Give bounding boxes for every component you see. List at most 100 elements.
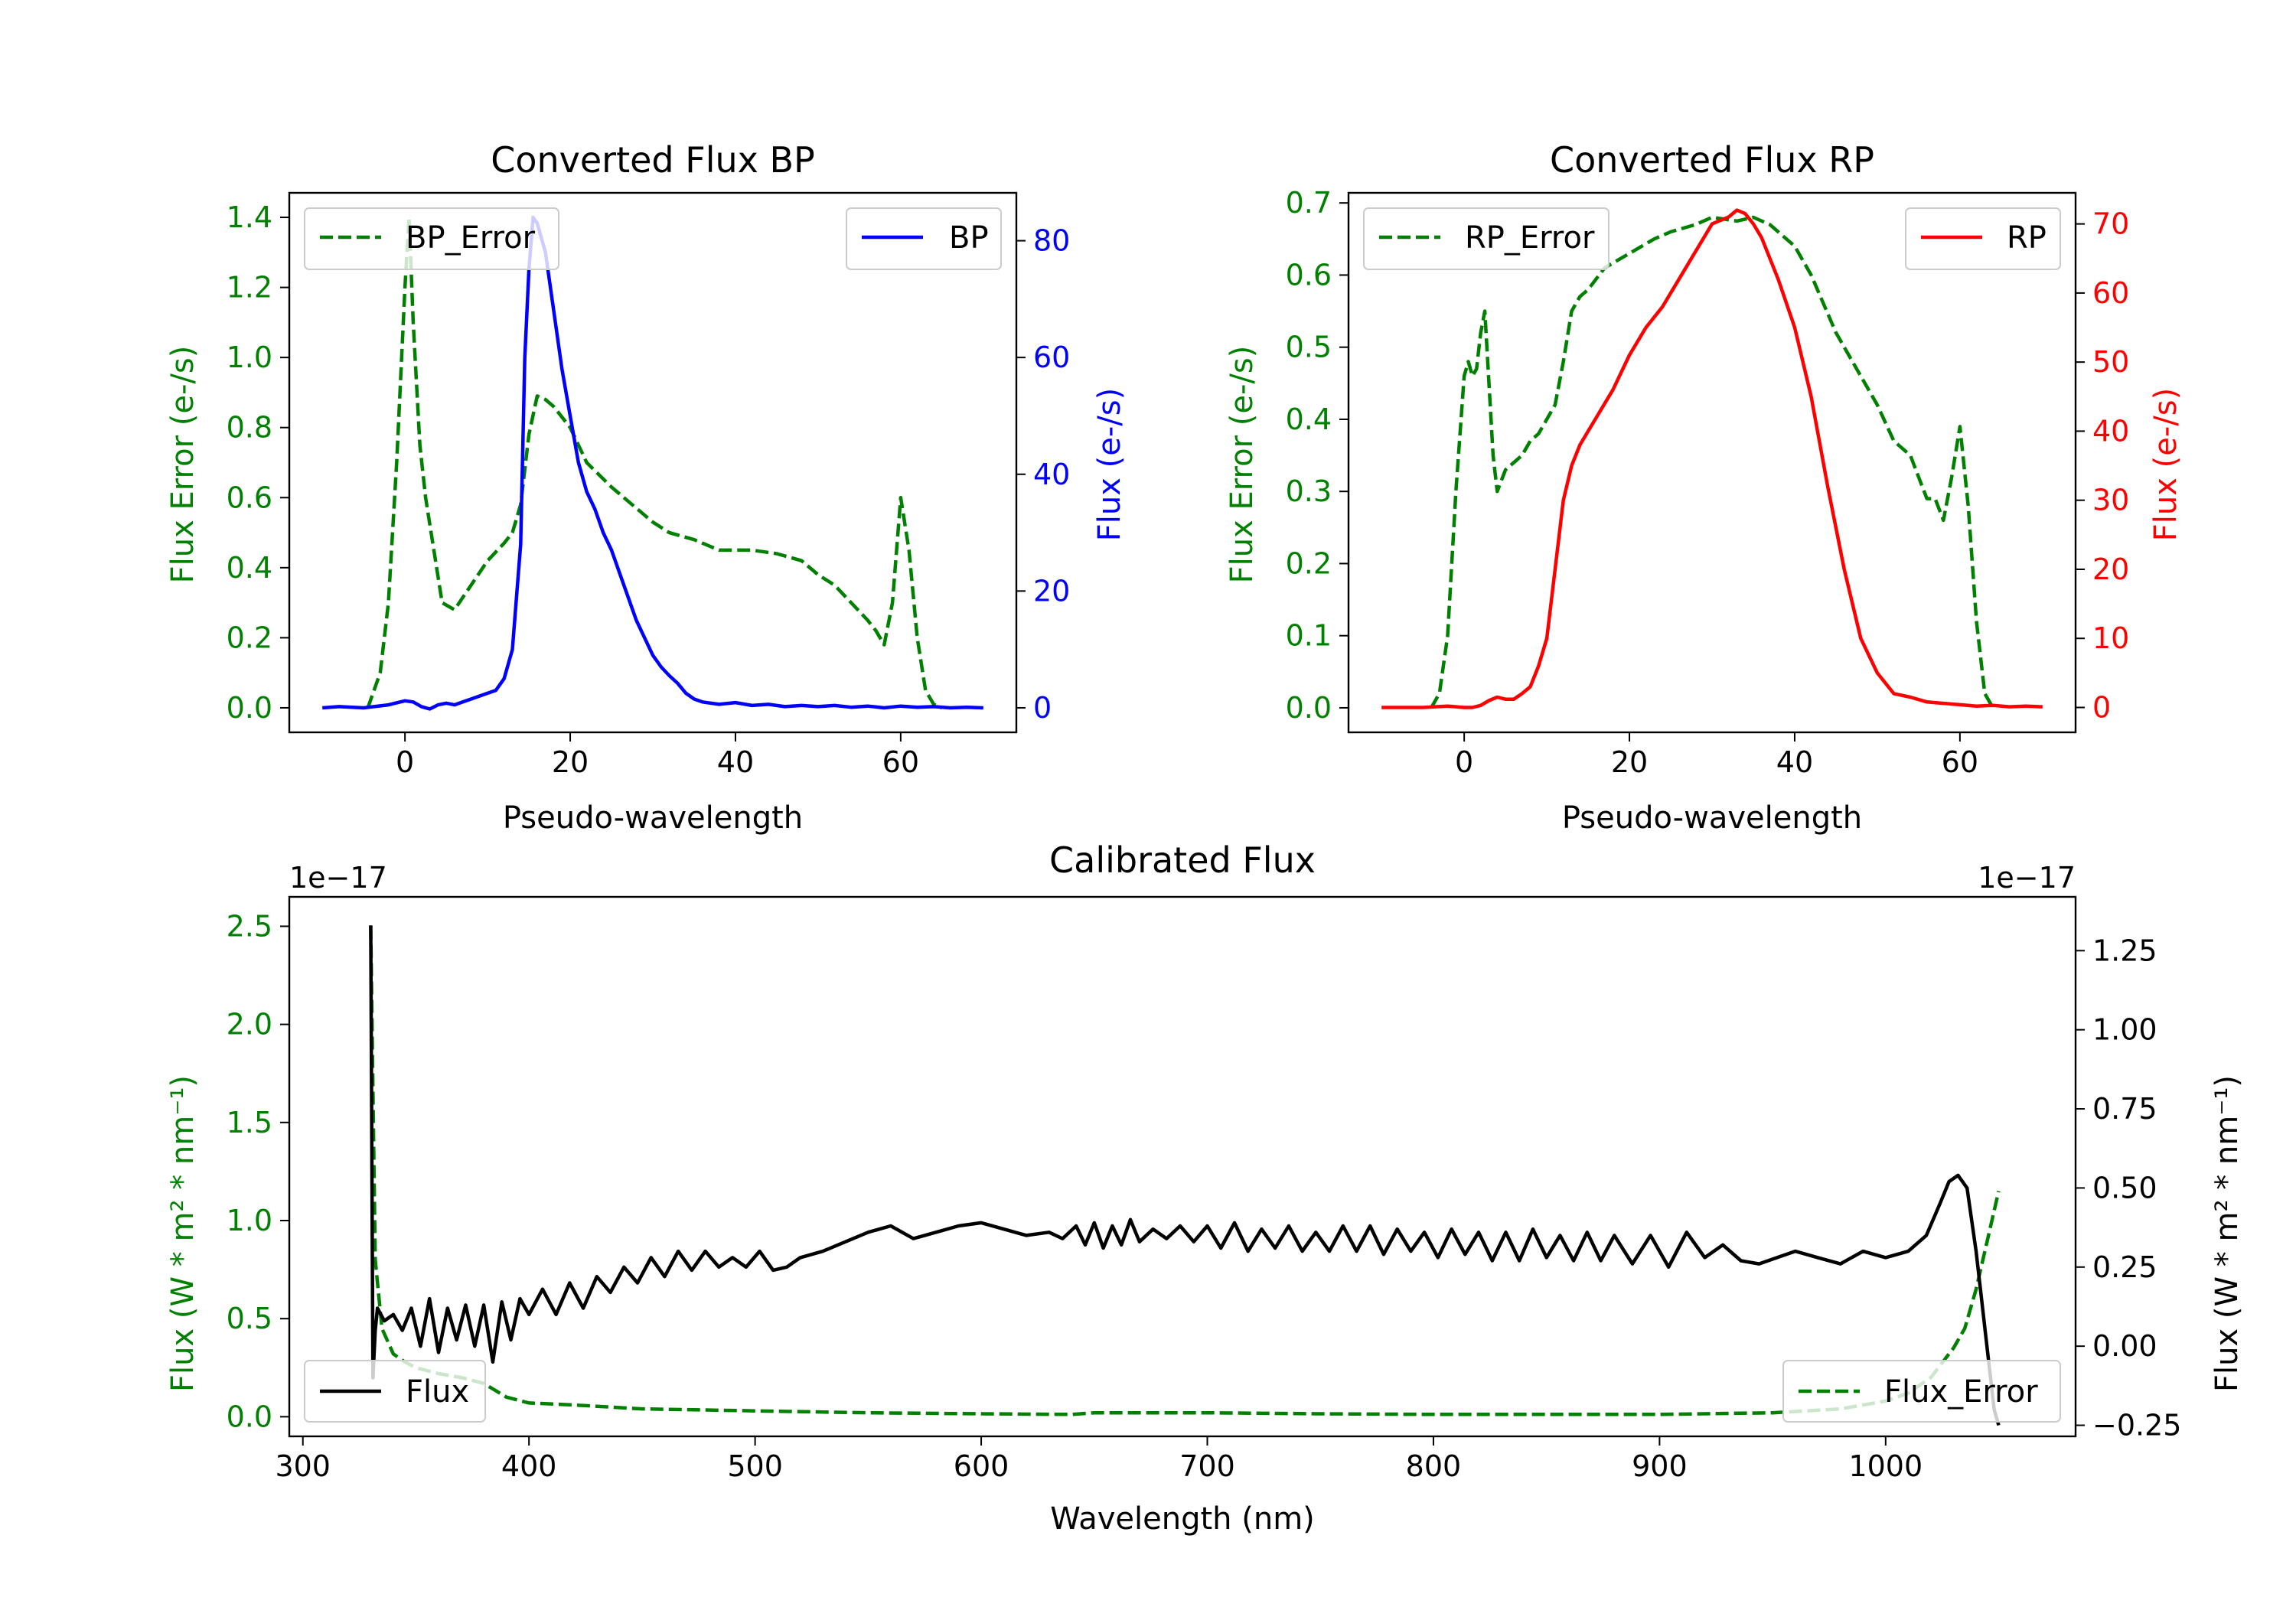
bp-series-bp-error [366,215,943,710]
cal-ytick-right-label: 0.25 [2092,1250,2157,1284]
cal-x-axis-label: Wavelength (nm) [1050,1501,1315,1537]
rp-xtick-label: 40 [1776,745,1813,779]
cal-legend-error: Flux_Error [1782,1360,2061,1423]
cal-left-offset-text: 1e−17 [289,861,387,895]
bp-ytick-right-label: 60 [1033,341,1070,374]
cal-left-axis-label: Flux (W * m² * nm⁻¹) [165,1075,201,1392]
rp-left-axis-label: Flux Error (e-/s) [1225,346,1260,584]
rp-ytick-right-label: 0 [2092,691,2111,725]
bp-ytick-right-label: 40 [1033,458,1070,491]
bp-legend-flux: BP [846,207,1002,270]
cal-xtick-label: 600 [954,1449,1009,1483]
cal-xtick-label: 500 [727,1449,783,1483]
rp-series-rp [1381,208,2043,709]
bp-axes-frame [288,191,1018,734]
rp-xtick-label: 0 [1455,745,1473,779]
bp-legend-error-label: BP_Error [406,220,536,256]
bp-legend-flux-label: BP [949,220,989,256]
rp-ytick-right-label: 50 [2092,345,2129,379]
rp-ytick-left-label: 0.3 [1286,474,1332,508]
rp-ytick-left-label: 0.6 [1286,258,1332,292]
rp-legend-error: RP_Error [1363,207,1609,270]
cal-right-offset-text: 1e−17 [1978,861,2076,895]
cal-xtick-label: 700 [1179,1449,1235,1483]
bp-x-axis-label: Pseudo-wavelength [503,800,803,836]
rp-ytick-right-label: 20 [2092,553,2129,586]
bp-legend-flux-box [846,207,1002,270]
bp-ytick-left-label: 0.8 [227,411,272,445]
rp-legend-error-box [1363,207,1609,270]
rp-xtick-label: 60 [1942,745,1978,779]
bp-ytick-left-label: 0.0 [227,691,272,725]
bp-ytick-left-label: 0.4 [227,551,272,585]
rp-axes-frame [1347,191,2077,734]
bp-ytick-right-label: 0 [1033,691,1052,725]
panel-rp: Converted Flux RP Pseudo-wavelength Flux… [1225,139,2183,836]
rp-plot-area: 0 20 40 60 0.0 0.1 0.2 0.3 0.4 0.5 0.6 0.7 0 10 20 30 40… [1286,186,2130,779]
rp-xtick-label: 20 [1611,745,1648,779]
rp-ytick-right-label: 70 [2092,207,2129,241]
bp-ytick-left-label: 1.0 [227,341,272,374]
rp-ytick-left-label: 0.7 [1286,186,1332,220]
rp-legend-flux: RP [1905,207,2061,270]
rp-ytick-right-label: 40 [2092,414,2129,448]
cal-right-axis-label: Flux (W * m² * nm⁻¹) [2210,1075,2245,1392]
rp-series-rp-error [1430,215,1994,709]
bp-ytick-left-label: 0.2 [227,621,272,654]
bp-ytick-left-label: 0.6 [227,481,272,514]
bp-ytick-left-label: 1.4 [227,200,272,234]
bp-plot-area: 0 20 40 60 0.0 0.2 0.4 0.6 0.8 1.0 1.2 1.4 0 20 40 60 80 [227,200,1071,779]
bp-legend-error-box [304,207,559,270]
cal-ytick-left-label: 0.5 [227,1302,272,1335]
panel-calibrated: Calibrated Flux Wavelength (nm) Flux (W … [165,839,2245,1537]
cal-legend-flux-label: Flux [406,1374,469,1410]
rp-legend-flux-box [1905,207,2061,270]
cal-legend-error-label: Flux_Error [1884,1374,2038,1410]
cal-axes-frame [288,895,2077,1438]
rp-ytick-left-label: 0.0 [1286,691,1332,725]
bp-xtick-label: 60 [882,745,919,779]
bp-ytick-right-label: 20 [1033,574,1070,608]
bp-legend-error: BP_Error [304,207,559,270]
cal-xtick-label: 400 [501,1449,557,1483]
rp-legend-flux-label: RP [2007,220,2047,256]
cal-ytick-left-label: 0.0 [227,1400,272,1433]
bp-ytick-right-label: 80 [1033,224,1070,258]
cal-legend-flux-box [304,1360,486,1423]
bp-title: Converted Flux BP [491,139,815,181]
cal-xtick-label: 900 [1632,1449,1688,1483]
bp-series-bp [322,215,983,711]
bp-left-axis-label: Flux Error (e-/s) [165,346,201,584]
cal-ytick-left-label: 1.0 [227,1204,272,1237]
cal-xtick-label: 800 [1406,1449,1462,1483]
cal-ytick-left-label: 2.0 [227,1008,272,1041]
bp-ytick-left-label: 1.2 [227,271,272,305]
bp-xtick-label: 0 [396,745,414,779]
rp-ytick-left-label: 0.4 [1286,403,1332,436]
cal-title: Calibrated Flux [1049,839,1316,881]
cal-xtick-label: 1000 [1848,1449,1923,1483]
bp-xtick-label: 20 [552,745,589,779]
rp-ytick-right-label: 10 [2092,621,2129,655]
cal-ytick-left-label: 1.5 [227,1106,272,1139]
rp-title: Converted Flux RP [1550,139,1874,181]
cal-xtick-label: 300 [275,1449,331,1483]
rp-ytick-left-label: 0.5 [1286,331,1332,364]
cal-ytick-right-label: 0.50 [2092,1171,2157,1204]
cal-ytick-right-label: 1.25 [2092,934,2157,967]
cal-legend-error-box [1782,1360,2061,1423]
rp-legend-error-label: RP_Error [1465,220,1595,256]
rp-ytick-right-label: 30 [2092,484,2129,517]
cal-ytick-right-label: 1.00 [2092,1013,2157,1047]
bp-right-axis-label: Flux (e-/s) [1092,388,1127,541]
rp-ytick-left-label: 0.2 [1286,546,1332,580]
rp-ytick-right-label: 60 [2092,276,2129,310]
rp-right-axis-label: Flux (e-/s) [2148,388,2183,541]
rp-x-axis-label: Pseudo-wavelength [1562,800,1862,836]
cal-series-flux [369,925,2001,1426]
bp-xtick-label: 40 [717,745,754,779]
cal-ytick-right-label: 0.75 [2092,1092,2157,1126]
rp-ytick-left-label: 0.1 [1286,619,1332,653]
cal-ytick-right-label: −0.25 [2092,1409,2181,1442]
